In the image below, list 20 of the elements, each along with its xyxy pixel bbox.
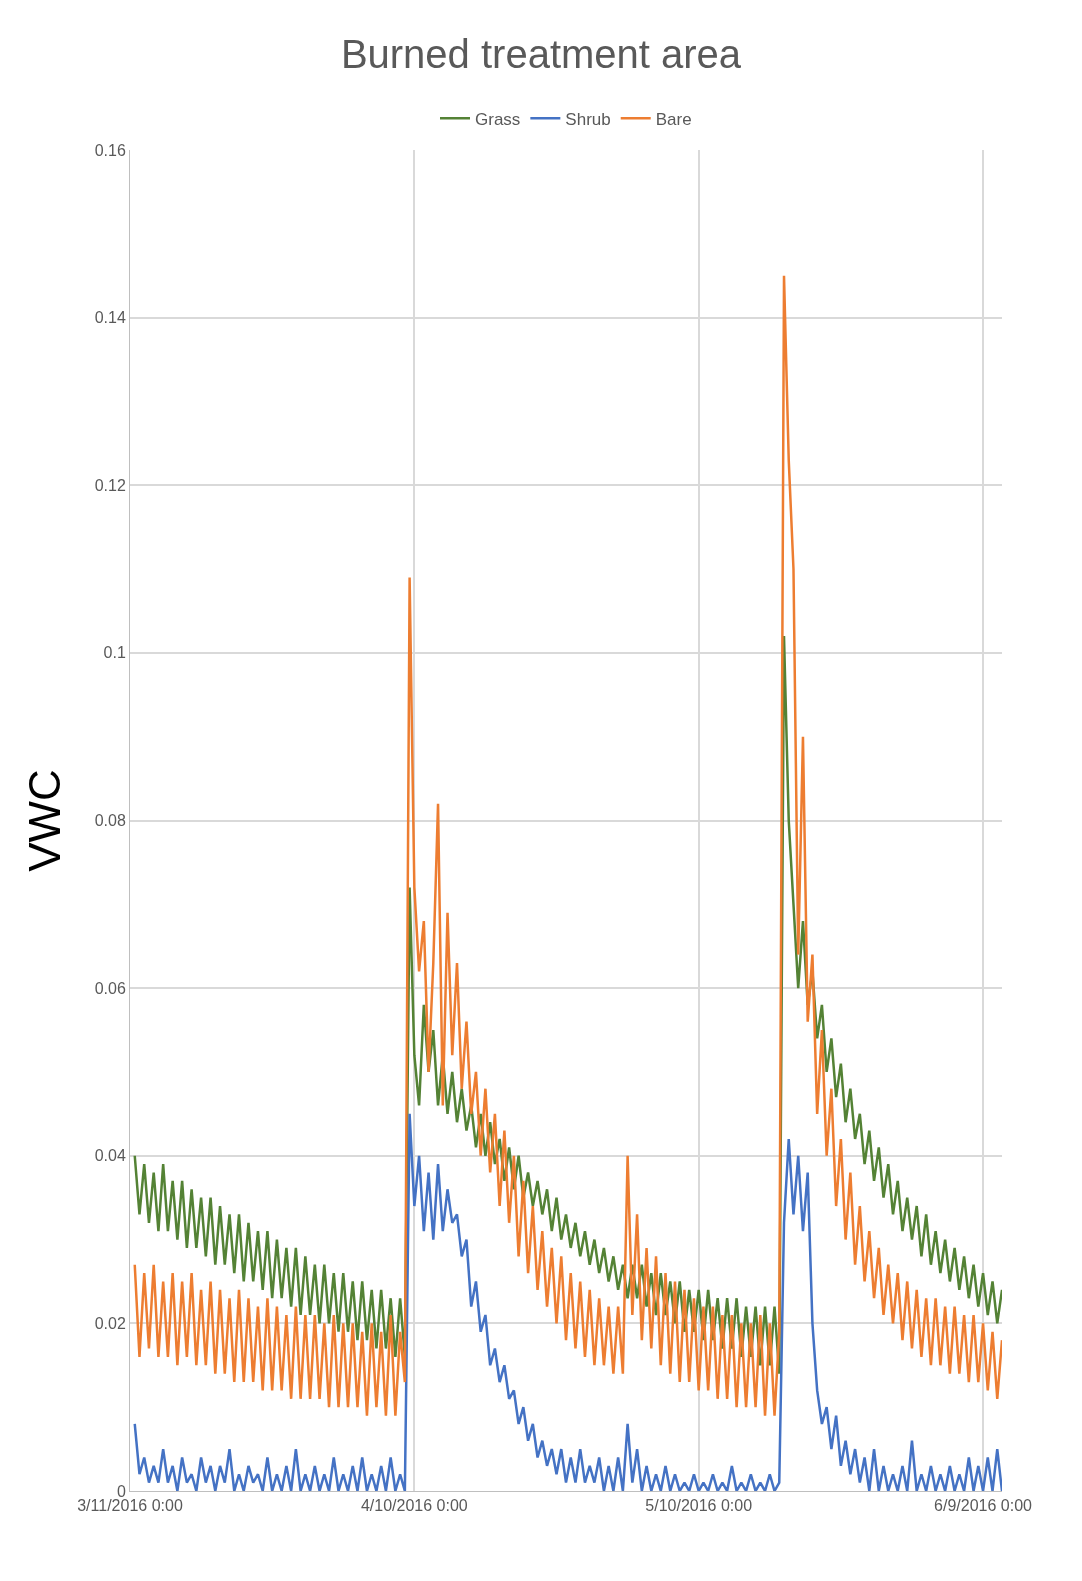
legend-label: Bare (655, 109, 692, 129)
y-tick-label: 0.04 (94, 1147, 126, 1165)
y-tick-label: 0.08 (94, 812, 126, 830)
y-axis-title: VWC (19, 769, 69, 872)
y-tick-label: 0 (116, 1482, 126, 1500)
line-series (133, 1112, 1002, 1491)
y-tick-label: 0.12 (94, 476, 126, 494)
legend-label: Grass (475, 109, 521, 129)
x-tick-label: 4/10/2016 0:00 (360, 1497, 468, 1515)
y-tick-label: 0.16 (94, 141, 126, 159)
x-tick-label: 5/10/2016 0:00 (645, 1497, 753, 1515)
x-tick-label: 6/9/2016 0:00 (934, 1497, 1033, 1515)
line-series (133, 274, 1002, 1417)
chart-title: Burned treatment area (340, 31, 742, 76)
y-tick-label: 0.14 (94, 309, 126, 327)
y-tick-label: 0.06 (94, 979, 126, 997)
x-tick-label: 3/11/2016 0:00 (77, 1497, 183, 1515)
y-tick-label: 0.1 (103, 644, 126, 662)
y-tick-label: 0.02 (94, 1314, 126, 1332)
legend-label: Shrub (565, 109, 611, 129)
